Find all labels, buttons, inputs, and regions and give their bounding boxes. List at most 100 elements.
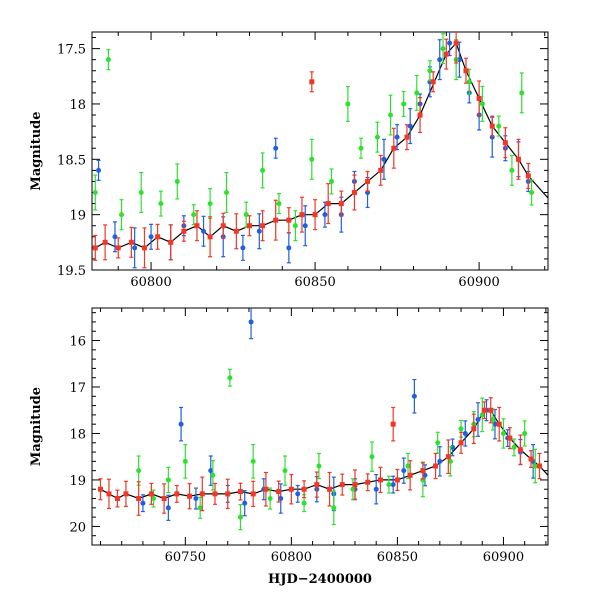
data-point bbox=[386, 482, 392, 488]
data-point bbox=[528, 456, 534, 462]
data-point bbox=[299, 212, 305, 218]
data-point bbox=[193, 496, 199, 502]
data-point bbox=[246, 223, 252, 229]
data-layer bbox=[97, 308, 548, 531]
data-point bbox=[447, 40, 453, 46]
data-point bbox=[148, 491, 154, 497]
data-point bbox=[532, 463, 538, 469]
data-point bbox=[377, 477, 383, 483]
data-point bbox=[123, 491, 129, 497]
data-point bbox=[96, 167, 102, 173]
y-tick-label: 19.5 bbox=[57, 264, 86, 279]
data-point bbox=[115, 245, 121, 251]
data-point bbox=[463, 68, 469, 74]
data-point bbox=[443, 51, 449, 57]
y-tick-label: 18.5 bbox=[57, 153, 86, 168]
data-point bbox=[207, 234, 213, 240]
data-point bbox=[411, 393, 417, 399]
data-point bbox=[174, 491, 180, 497]
data-point bbox=[422, 472, 428, 478]
data-point bbox=[365, 178, 371, 184]
data-point bbox=[445, 454, 451, 460]
data-point bbox=[476, 95, 482, 101]
x-tick-label: 60850 bbox=[294, 275, 335, 290]
data-point bbox=[301, 500, 307, 506]
data-point bbox=[182, 458, 188, 464]
data-point bbox=[155, 234, 161, 240]
data-point bbox=[250, 491, 256, 497]
data-point bbox=[233, 228, 239, 234]
data-point bbox=[92, 190, 98, 196]
data-point bbox=[237, 489, 243, 495]
data-point bbox=[462, 430, 468, 436]
data-point bbox=[496, 421, 502, 427]
data-point bbox=[136, 496, 142, 502]
data-point bbox=[433, 463, 439, 469]
data-point bbox=[517, 447, 523, 453]
data-point bbox=[260, 223, 266, 229]
y-tick-label: 18 bbox=[69, 427, 86, 442]
x-tick-label: 60850 bbox=[377, 550, 418, 565]
data-point bbox=[325, 201, 331, 207]
data-point bbox=[381, 156, 387, 162]
data-point bbox=[248, 319, 254, 325]
data-point bbox=[276, 201, 282, 207]
data-point bbox=[481, 407, 487, 413]
data-point bbox=[479, 101, 485, 107]
data-point bbox=[309, 79, 315, 85]
data-point bbox=[507, 435, 513, 441]
data-point bbox=[322, 212, 328, 218]
y-axis-label: Magnitude bbox=[29, 111, 44, 190]
data-point bbox=[437, 458, 443, 464]
data-point bbox=[181, 228, 187, 234]
data-point bbox=[208, 468, 214, 474]
data-point bbox=[519, 90, 525, 96]
data-point bbox=[158, 201, 164, 207]
data-point bbox=[140, 500, 146, 506]
data-point bbox=[314, 482, 320, 488]
data-point bbox=[496, 123, 502, 129]
data-point bbox=[295, 491, 301, 497]
model-curve bbox=[100, 409, 548, 500]
data-point bbox=[388, 112, 394, 118]
data-point bbox=[151, 496, 157, 502]
data-point bbox=[427, 68, 433, 74]
data-point bbox=[210, 472, 216, 478]
data-point bbox=[471, 426, 477, 432]
data-point bbox=[401, 101, 407, 107]
data-point bbox=[165, 477, 171, 483]
data-point bbox=[106, 491, 112, 497]
data-point bbox=[199, 491, 205, 497]
data-point bbox=[256, 228, 262, 234]
data-point bbox=[339, 482, 345, 488]
data-point bbox=[537, 463, 543, 469]
data-point bbox=[417, 112, 423, 118]
data-point bbox=[178, 421, 184, 427]
data-point bbox=[391, 145, 397, 151]
data-point bbox=[358, 145, 364, 151]
data-point bbox=[250, 458, 256, 464]
y-tick-label: 20 bbox=[69, 520, 86, 535]
data-point bbox=[479, 412, 485, 418]
data-point bbox=[174, 178, 180, 184]
data-point bbox=[112, 234, 118, 240]
data-point bbox=[458, 426, 464, 432]
data-point bbox=[327, 486, 333, 492]
data-point bbox=[525, 173, 531, 179]
data-point bbox=[301, 486, 307, 492]
data-point bbox=[267, 496, 273, 502]
data-point bbox=[119, 212, 125, 218]
data-point bbox=[369, 454, 375, 460]
data-point bbox=[401, 468, 407, 474]
data-point bbox=[420, 468, 426, 474]
y-tick-label: 17.5 bbox=[57, 43, 86, 58]
data-point bbox=[430, 79, 436, 85]
bottom-panel: 60750 60800 60850 60900 16 17 18 19 20 Magnitude H… bbox=[29, 307, 549, 587]
data-point bbox=[404, 134, 410, 140]
data-point bbox=[263, 486, 269, 492]
x-axis-label: HJD−2400000 bbox=[268, 572, 372, 587]
data-point bbox=[309, 156, 315, 162]
data-point bbox=[273, 217, 279, 223]
data-point bbox=[390, 482, 396, 488]
